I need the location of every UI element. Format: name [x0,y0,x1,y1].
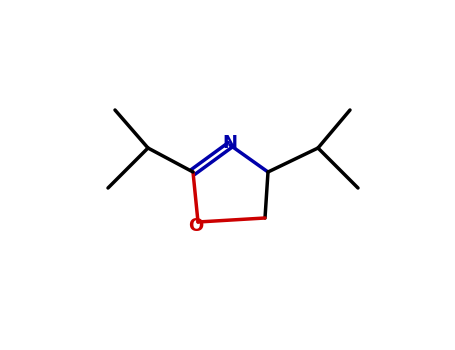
Text: N: N [222,134,238,152]
Text: O: O [188,217,204,235]
